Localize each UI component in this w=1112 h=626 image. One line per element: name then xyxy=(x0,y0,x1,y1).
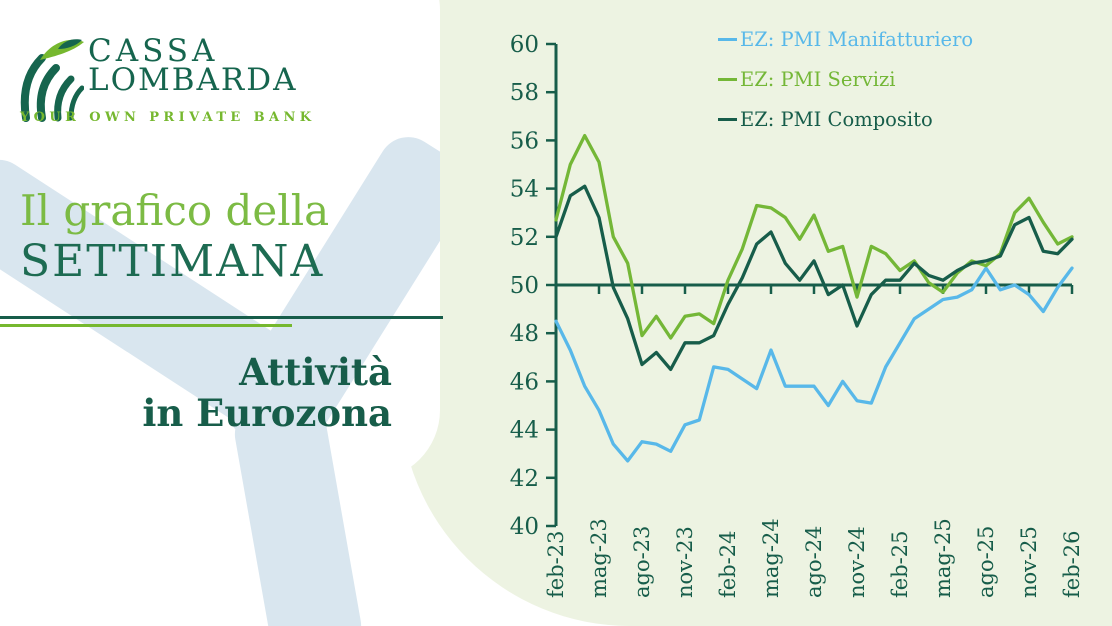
x-axis-tick-label: feb-23 xyxy=(544,531,568,598)
y-axis-tick-label: 48 xyxy=(510,321,539,347)
chart-subject-title: Attività in Eurozona xyxy=(0,352,392,433)
chart-panel-background xyxy=(400,0,1112,626)
legend-label: EZ: PMI Manifatturiero xyxy=(740,28,974,51)
subtitle-line-1: Attività xyxy=(239,350,392,394)
legend-label: EZ: PMI Servizi xyxy=(740,68,896,91)
x-axis-tick-label: ago-25 xyxy=(974,526,998,598)
x-axis-tick-label: feb-25 xyxy=(888,531,912,598)
y-axis-tick-label: 58 xyxy=(510,80,539,106)
y-axis-tick-label: 44 xyxy=(510,418,539,444)
x-axis-tick-label: ago-24 xyxy=(802,526,826,598)
logo-word-lombarda: LOMBARDA xyxy=(88,62,298,98)
legend-dash-icon xyxy=(718,118,737,121)
chart-legend: EZ: PMI Manifatturiero EZ: PMI Servizi EZ:… xyxy=(718,28,973,148)
logo-word-cassa: CASSA xyxy=(88,33,219,69)
divider-line-dark xyxy=(0,316,443,319)
y-axis-tick-label: 52 xyxy=(510,225,539,251)
page-title: Il grafico della SETTIMANA xyxy=(20,190,329,284)
divider-line-light xyxy=(0,324,292,327)
title-line-1: Il grafico della xyxy=(20,186,330,235)
pmi-line-chart: EZ: PMI Manifatturiero EZ: PMI Servizi EZ:… xyxy=(496,0,1112,626)
subtitle-line-2: in Eurozona xyxy=(142,390,392,435)
x-axis-tick-label: mag-24 xyxy=(759,518,783,598)
legend-label: EZ: PMI Composito xyxy=(740,108,933,131)
legend-item: EZ: PMI Servizi xyxy=(718,68,973,91)
x-axis-tick-label: nov-25 xyxy=(1017,526,1041,598)
legend-item: EZ: PMI Manifatturiero xyxy=(718,28,973,51)
x-axis-tick-label: mag-23 xyxy=(587,518,611,598)
leaf-logo-icon xyxy=(18,34,85,128)
legend-dash-icon xyxy=(718,38,737,41)
x-axis-tick-label: feb-24 xyxy=(716,531,740,598)
y-axis-tick-label: 60 xyxy=(510,32,539,58)
x-axis-tick-label: feb-26 xyxy=(1060,531,1084,598)
x-axis-tick-label: nov-24 xyxy=(845,526,869,598)
series-line-ez-pmi-servizi xyxy=(554,133,1074,340)
y-axis-tick-label: 40 xyxy=(510,514,539,540)
x-axis-tick-label: ago-23 xyxy=(630,526,654,598)
legend-dash-icon xyxy=(718,78,737,81)
logo-wordmark: CASSA LOMBARDA xyxy=(88,36,298,96)
logo-tagline: YOUR OWN PRIVATE BANK xyxy=(20,110,316,125)
y-axis-tick-label: 50 xyxy=(510,273,539,299)
x-axis-tick-label: mag-25 xyxy=(931,518,955,598)
y-axis-tick-label: 42 xyxy=(510,466,539,492)
series-line-ez-pmi-manifatturiero xyxy=(554,266,1074,463)
y-axis-tick-label: 46 xyxy=(510,369,539,395)
legend-item: EZ: PMI Composito xyxy=(718,108,973,131)
series-line-ez-pmi-composito xyxy=(554,184,1074,372)
x-axis-tick-label: nov-23 xyxy=(673,526,697,598)
title-line-2: SETTIMANA xyxy=(20,236,325,287)
y-axis-tick-label: 56 xyxy=(510,128,539,154)
y-axis-tick-label: 54 xyxy=(510,177,539,203)
